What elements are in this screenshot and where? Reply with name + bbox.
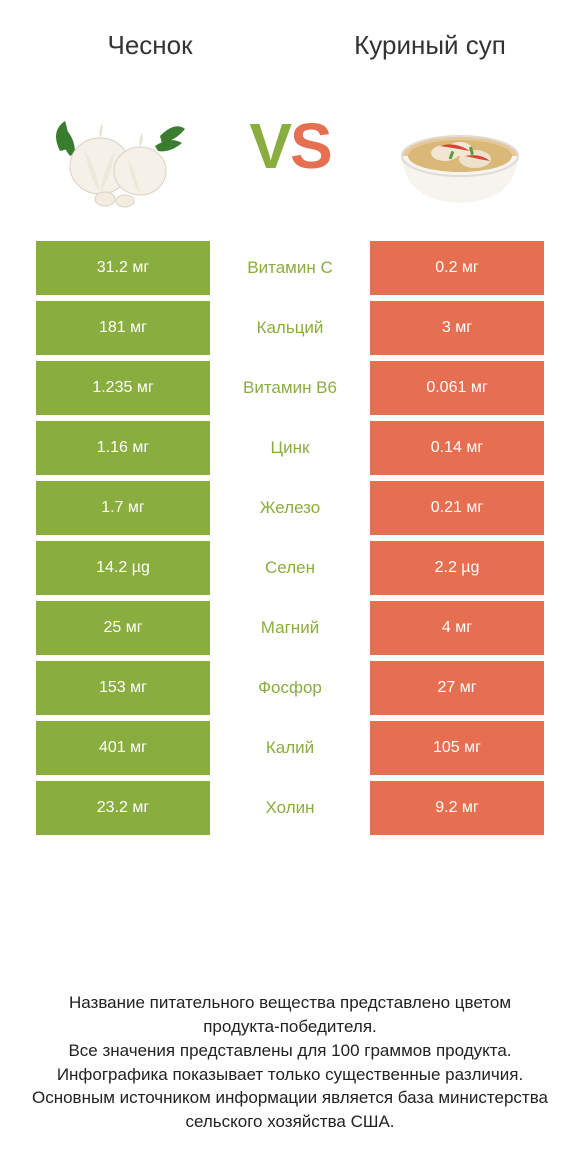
nutrient-row: 31.2 мгВитамин C0.2 мг	[36, 241, 544, 295]
nutrient-left-value: 25 мг	[36, 601, 210, 655]
nutrient-table: 31.2 мгВитамин C0.2 мг181 мгКальций3 мг1…	[36, 241, 544, 835]
footer-line: Основным источником информации является …	[30, 1086, 550, 1134]
vs-label: VS	[249, 109, 330, 183]
nutrient-row: 1.16 мгЦинк0.14 мг	[36, 421, 544, 475]
right-product-title: Куриный суп	[320, 30, 540, 61]
nutrient-row: 1.235 мгВитамин B60.061 мг	[36, 361, 544, 415]
left-product-image	[40, 81, 200, 211]
nutrient-name: Магний	[210, 601, 370, 655]
nutrient-row: 181 мгКальций3 мг	[36, 301, 544, 355]
images-row: VS	[0, 71, 580, 231]
nutrient-right-value: 4 мг	[370, 601, 544, 655]
nutrient-name: Витамин C	[210, 241, 370, 295]
nutrient-left-value: 23.2 мг	[36, 781, 210, 835]
nutrient-left-value: 1.16 мг	[36, 421, 210, 475]
nutrient-right-value: 9.2 мг	[370, 781, 544, 835]
nutrient-left-value: 401 мг	[36, 721, 210, 775]
nutrient-left-value: 1.235 мг	[36, 361, 210, 415]
nutrient-name: Кальций	[210, 301, 370, 355]
nutrient-left-value: 181 мг	[36, 301, 210, 355]
nutrient-name: Холин	[210, 781, 370, 835]
nutrient-left-value: 153 мг	[36, 661, 210, 715]
nutrient-right-value: 105 мг	[370, 721, 544, 775]
nutrient-right-value: 0.061 мг	[370, 361, 544, 415]
nutrient-row: 153 мгФосфор27 мг	[36, 661, 544, 715]
right-product-image	[380, 81, 540, 211]
soup-icon	[380, 81, 540, 211]
vs-s: S	[290, 110, 331, 182]
nutrient-name: Цинк	[210, 421, 370, 475]
nutrient-row: 25 мгМагний4 мг	[36, 601, 544, 655]
nutrient-row: 23.2 мгХолин9.2 мг	[36, 781, 544, 835]
header: Чеснок Куриный суп	[0, 0, 580, 71]
nutrient-left-value: 14.2 µg	[36, 541, 210, 595]
footer-line: Инфографика показывает только существенн…	[30, 1063, 550, 1087]
nutrient-row: 1.7 мгЖелезо0.21 мг	[36, 481, 544, 535]
nutrient-right-value: 0.21 мг	[370, 481, 544, 535]
nutrient-name: Калий	[210, 721, 370, 775]
garlic-icon	[40, 81, 200, 211]
nutrient-name: Фосфор	[210, 661, 370, 715]
nutrient-name: Витамин B6	[210, 361, 370, 415]
nutrient-left-value: 31.2 мг	[36, 241, 210, 295]
vs-v: V	[249, 110, 290, 182]
nutrient-name: Железо	[210, 481, 370, 535]
nutrient-right-value: 0.14 мг	[370, 421, 544, 475]
nutrient-row: 14.2 µgСелен2.2 µg	[36, 541, 544, 595]
nutrient-right-value: 0.2 мг	[370, 241, 544, 295]
nutrient-left-value: 1.7 мг	[36, 481, 210, 535]
nutrient-row: 401 мгКалий105 мг	[36, 721, 544, 775]
footer-line: Все значения представлены для 100 граммо…	[30, 1039, 550, 1063]
nutrient-right-value: 3 мг	[370, 301, 544, 355]
nutrient-right-value: 2.2 µg	[370, 541, 544, 595]
nutrient-right-value: 27 мг	[370, 661, 544, 715]
left-product-title: Чеснок	[40, 30, 260, 61]
footer-line: Название питательного вещества представл…	[30, 991, 550, 1039]
footer-notes: Название питательного вещества представл…	[30, 991, 550, 1134]
nutrient-name: Селен	[210, 541, 370, 595]
